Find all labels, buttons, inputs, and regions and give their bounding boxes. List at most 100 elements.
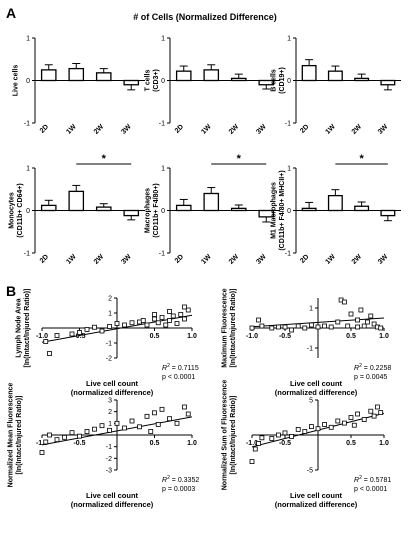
x-tick-label: -0.5 (73, 440, 85, 447)
data-point (315, 324, 321, 330)
data-point (159, 406, 165, 412)
y-tick-label: 2 (108, 296, 112, 303)
fit-line (251, 317, 385, 328)
data-point (54, 437, 60, 443)
data-point (152, 410, 157, 416)
bar (123, 79, 140, 86)
data-point (252, 446, 258, 452)
x-tick-label: 0.5 (150, 440, 160, 447)
y-tick-label: 0 (161, 78, 165, 85)
r-squared-exponent: 2 (359, 475, 362, 481)
data-point (107, 427, 112, 433)
data-point (122, 425, 127, 431)
y-tick-label: -2 (106, 456, 112, 463)
y-tick-label: -1 (24, 121, 30, 128)
data-point (328, 324, 334, 330)
r-squared-label: R2 = 0.5781 (354, 475, 391, 484)
data-point (374, 404, 380, 410)
data-point (114, 321, 120, 326)
y-axis-label-line: Monocytes (8, 192, 15, 229)
data-point (341, 299, 347, 305)
x-axis-label: Live cell count (86, 491, 139, 500)
data-point (144, 413, 150, 419)
x-tick-label: 2D (174, 123, 185, 134)
data-point (137, 424, 142, 430)
y-tick-label: -1 (106, 341, 112, 348)
data-point (62, 434, 67, 440)
data-point (289, 433, 295, 439)
data-point (308, 322, 314, 328)
y-axis-label-line: Lymph Node Area (15, 298, 22, 357)
y-axis-label: M1 Macrophages (CD11b+ F4/80+ MHCII+) (270, 170, 286, 250)
p-value-label: p = 0.0045 (354, 374, 387, 381)
data-point (302, 429, 308, 434)
x-axis-label: (normalized difference) (275, 500, 358, 509)
panel-a-letter: A (6, 5, 16, 21)
r-squared-value: = 0.5781 (362, 477, 391, 484)
bar (230, 77, 247, 82)
bar (68, 67, 85, 82)
charts-group: -1 0 1 Live cells 2D 1W 2W 3W -1 0 1 T cells (CD3+) 2… (7, 36, 401, 509)
x-tick-label: 3W (120, 253, 133, 266)
x-axis-label: Live cell count (290, 491, 343, 500)
data-point (77, 433, 82, 439)
x-tick-label: 1W (200, 253, 213, 266)
y-axis-label: Normalized Sum of Fluorescence [In(Intact… (221, 380, 237, 491)
bar (123, 209, 140, 217)
r-squared-label: R2 = 0.7115 (162, 363, 199, 372)
data-point (99, 328, 105, 334)
data-point (361, 417, 367, 423)
x-tick-label: 1W (200, 123, 213, 136)
y-axis-label-line: B cells (270, 69, 277, 92)
y-axis-label-line: (CD19+) (279, 67, 286, 94)
y-tick-label: 0 (287, 78, 291, 85)
data-point (77, 330, 82, 335)
y-axis-label-line: (CD11b+ CD64+) (17, 183, 24, 237)
y-tick-label: 1 (26, 166, 30, 173)
r-squared-exponent: 2 (167, 475, 170, 481)
data-point (355, 317, 361, 323)
data-point (348, 415, 354, 420)
y-axis-label-line: Normalized Mean Fluorescence (7, 383, 14, 488)
y-tick-label: 1 (287, 36, 291, 43)
bar (380, 209, 396, 217)
y-axis-label-line: (CD11b+ F4/80+ MHCII+) (279, 170, 286, 250)
x-axis-label: (normalized difference) (71, 388, 154, 397)
y-tick-label: 1 (287, 166, 291, 173)
y-tick-label: -1 (159, 251, 165, 258)
r-squared-exponent: 2 (359, 363, 362, 369)
data-point (275, 432, 281, 438)
data-point (167, 309, 172, 314)
r-squared-label: R2 = 0.2258 (354, 363, 391, 372)
data-point (335, 319, 341, 325)
data-point (295, 323, 301, 329)
bar (175, 204, 192, 212)
y-axis-label: Normalized Mean Fluorescence [In(Intact/I… (7, 383, 23, 488)
y-axis-label: B cells (CD19+) (270, 67, 286, 94)
x-tick-label: 3W (255, 123, 268, 136)
data-point (322, 323, 328, 329)
x-tick-label: 2D (299, 253, 310, 264)
data-point (84, 327, 90, 332)
fit-line (41, 416, 193, 446)
y-tick-label: -2 (106, 356, 112, 363)
y-tick-label: 0 (26, 208, 30, 215)
data-point (378, 410, 384, 416)
data-point (295, 426, 301, 432)
y-axis-label-line: Live cells (13, 65, 20, 97)
data-point (322, 422, 328, 427)
r-squared-symbol: R (162, 365, 167, 372)
data-point (167, 416, 172, 422)
data-point (178, 312, 184, 317)
data-point (365, 319, 370, 325)
bar (327, 194, 343, 212)
y-axis-label: T cells (CD3+) (144, 69, 160, 92)
bar (68, 190, 85, 212)
data-point (174, 321, 180, 326)
x-tick-label: 1W (65, 253, 78, 266)
data-point (43, 439, 49, 445)
y-tick-label: -1 (285, 121, 291, 128)
x-tick-label: 2W (351, 253, 364, 266)
x-tick-label: 2W (93, 123, 106, 136)
y-tick-label: -1 (106, 444, 112, 451)
